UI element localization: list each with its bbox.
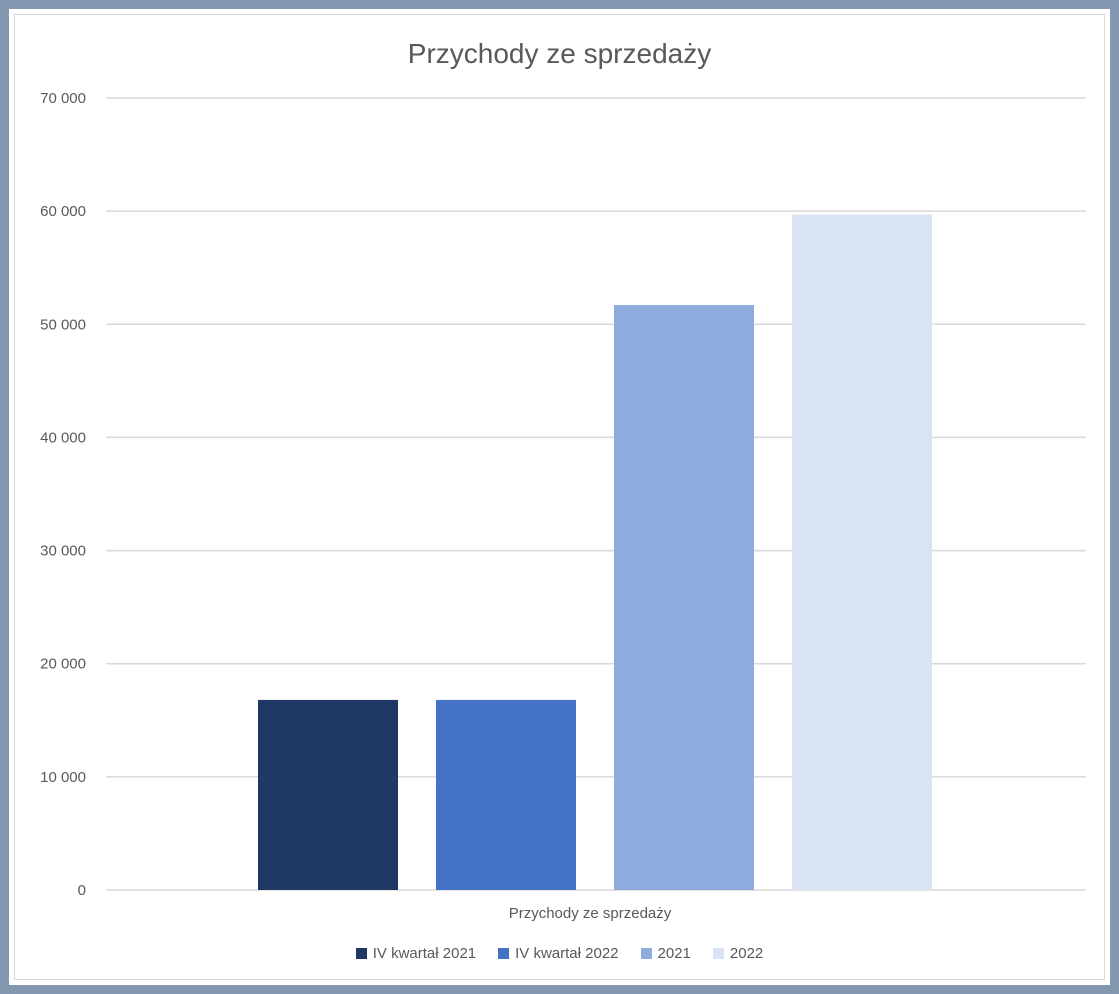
y-axis-tick-labels: 0 10 000 20 000 30 000 40 000 50 000 60 000 70 … [40,90,86,899]
bar-1 [258,699,398,890]
legend-item: 2022 [712,945,764,962]
y-tick-label: 10 000 [40,769,86,786]
legend-label: IV kwartał 2022 [515,945,619,962]
bar-2 [436,699,576,890]
legend-item: IV kwartał 2021 [355,945,477,962]
legend-label: 2022 [729,945,764,962]
y-tick-label: 0 [78,882,86,899]
bar-4 [792,214,932,891]
y-tick-label: 20 000 [40,656,86,673]
legend-swatch [498,948,510,959]
bar-3 [614,305,754,891]
legend-item: IV kwartał 2022 [498,945,619,962]
y-tick-label: 70 000 [40,90,86,107]
legend-label: IV kwartał 2021 [372,945,477,962]
x-category-label: Przychody ze sprzedaży [509,905,672,922]
legend-item: 2021 [640,945,691,962]
legend-label: 2021 [657,945,691,962]
legend-swatch [355,948,367,959]
bars [258,214,932,891]
y-tick-label: 60 000 [40,203,86,220]
y-tick-label: 50 000 [40,316,86,333]
y-tick-label: 40 000 [40,429,86,446]
y-tick-label: 30 000 [40,543,86,560]
gridlines [106,97,1086,891]
chart-title: Przychody ze sprzedaży [407,38,712,69]
legend-swatch [640,948,652,959]
legend: IV kwartał 2021 IV kwartał 2022 2021 2022 [0,945,1119,962]
legend-swatch [712,948,724,959]
